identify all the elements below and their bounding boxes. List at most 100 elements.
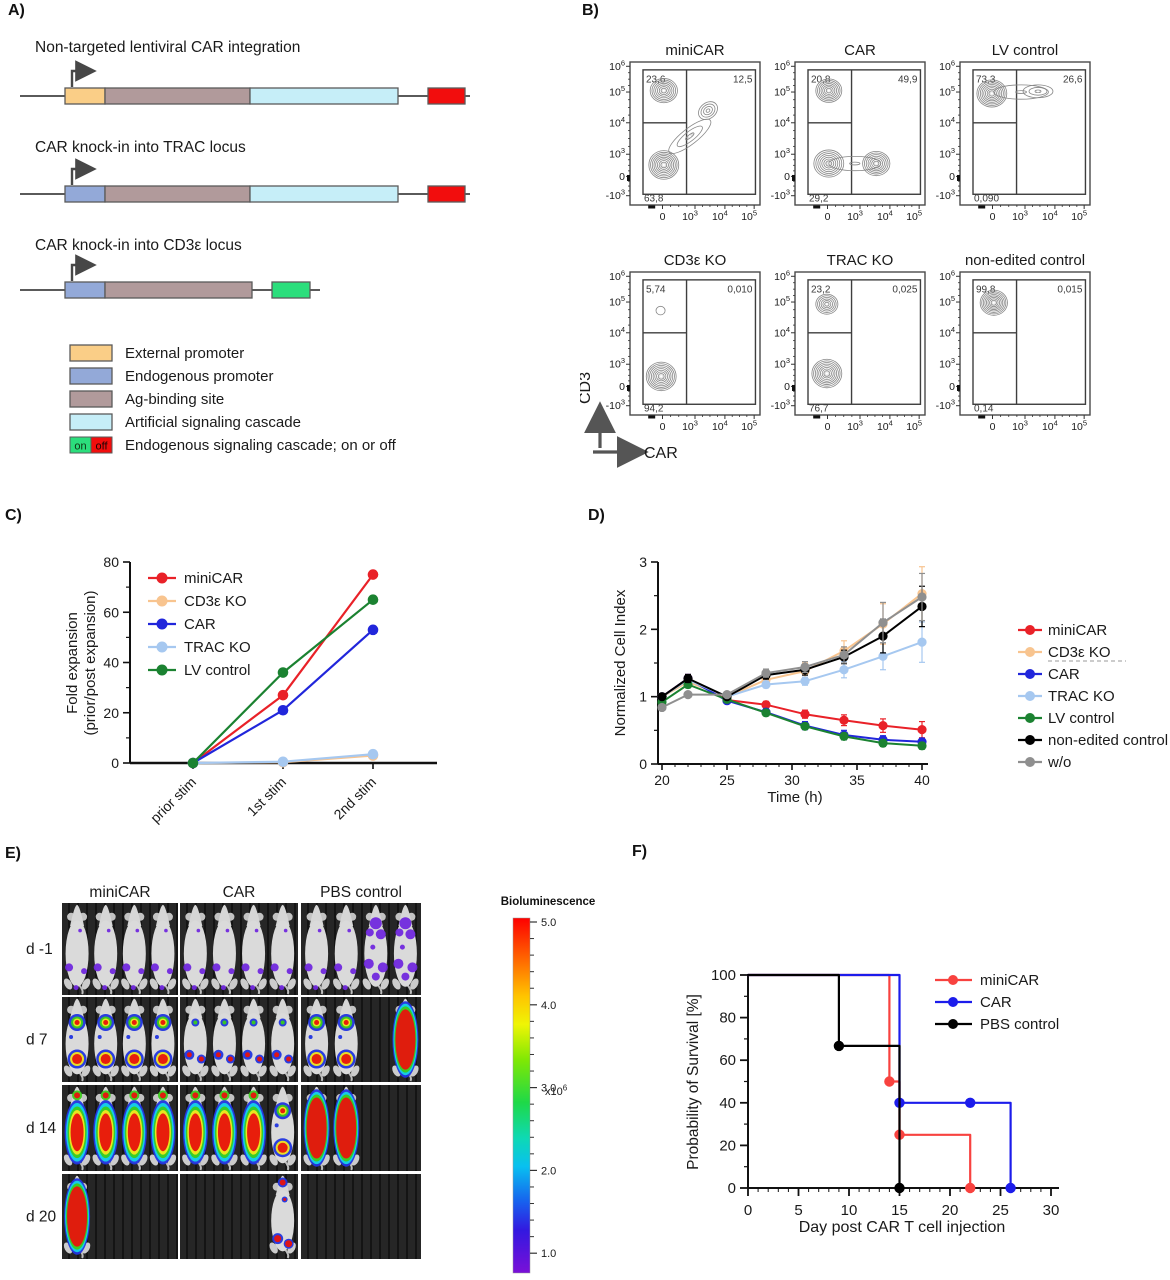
y-tick-label: 80 [719,1010,736,1027]
blob [304,963,313,972]
biolum-overlay [150,1090,176,1165]
contour-ring [817,295,837,313]
contour-ring [976,79,1008,108]
d-ylabel: Normalized Cell Index [612,589,629,736]
y-tick-label: 60 [103,604,119,620]
contour-ring [819,154,839,173]
blob [393,958,404,969]
mouse-clean [182,904,209,995]
panel-d-plot: 0 1 2 3 20 25 30 35 40 Normalized Cell Index Time … [612,554,930,806]
x-tick-label: 10 [841,1202,858,1219]
contour-ring [651,153,676,177]
legend-dot [1025,669,1035,679]
biolum-overlay [184,1018,206,1064]
blob [106,928,111,933]
flow-plot-title: CAR [844,42,876,59]
contour-ring [822,84,836,97]
blob [65,963,74,972]
legend-label: CD3ε KO [1048,644,1111,661]
flow-plot: LV control 106 105 104 103 0 -103 0 103 104 105 73,… [936,42,1091,223]
flow-x-tick-label: 0 [990,211,996,223]
flow-plot-title: TRAC KO [827,252,894,269]
y-axis-dense-mark [627,384,630,391]
contour-population [815,293,839,315]
mouse-tail [225,984,232,995]
legend-swatch-ag [69,390,113,408]
flow-x-tick-label: 0 [990,421,996,433]
quadrant-ul-value: 73,3 [976,75,996,86]
legend-label: miniCAR [1048,622,1107,639]
mouse-tail [377,984,383,995]
flow-x-axis-label: CAR [644,445,678,462]
contour-core [706,109,710,112]
blob [126,1034,131,1039]
gate-rect [807,69,922,195]
flow-y-tick-label: 105 [774,84,790,99]
y-axis-dense-mark [627,174,630,181]
y-axis-dense-mark [792,174,795,181]
blob [225,928,230,933]
y-tick-label: 0 [728,1180,736,1197]
mouse-foot [351,978,360,990]
mouse-foot [121,978,130,990]
legend-label: PBS control [980,1016,1059,1033]
gate-rect [807,279,922,405]
series-marker [367,569,379,580]
mouse-image-cell [62,903,178,995]
contour-population [815,78,843,103]
flow-x-tick-label: 0 [660,421,666,433]
mouse-clean [240,904,267,995]
construct-1: Non-targeted lentiviral CAR integration [20,39,470,105]
survival-line [746,973,901,1190]
blob [342,985,348,991]
biolum-overlay [272,1177,294,1249]
contour-ring [820,367,834,381]
quadrant-ll-value: 76,7 [809,403,829,414]
mouse-head [127,998,142,1019]
blob [156,1113,170,1152]
blob [277,1142,288,1153]
blob [399,917,412,930]
mouse-foot [63,1065,73,1077]
flow-y-tick-label: -103 [771,188,790,203]
mouse-clean [211,904,238,995]
blob [100,1054,111,1065]
blob [220,985,226,991]
e-row-label: d -1 [26,941,53,958]
legend-label: LV control [184,662,250,679]
blob [212,963,221,972]
series-marker [839,665,849,675]
biolum-overlay [65,928,88,991]
contour-ring [823,158,835,169]
legend-swatch-artificial [69,413,113,431]
d-xlabel: Time (h) [767,789,822,806]
mouse-tail [78,984,84,995]
e-col-header: PBS control [320,884,402,901]
flow-plot-title: LV control [992,42,1058,59]
biolum-overlay [212,928,235,991]
blob [283,928,288,933]
contour-ring [1015,90,1027,94]
series-marker [277,689,289,701]
flow-plot: CD3ε KO 106 105 104 103 0 -103 0 103 104 105 5,74 0,… [606,252,761,433]
x-tick-label: 20 [942,1202,959,1219]
x-tick-label: 35 [849,772,865,788]
blob [74,1020,80,1025]
x-tick-label: 15 [891,1202,908,1219]
legend-item: w/o [1018,754,1071,771]
contour-ring [978,81,1006,106]
mouse-head [246,998,261,1019]
legend-item: miniCAR [1018,622,1107,639]
series-line [661,596,923,709]
contour-population [979,289,1008,316]
contour-ring [820,298,833,310]
blob [274,1235,282,1243]
legend-on-text: on [74,441,86,453]
x-tick-label: 30 [1043,1202,1060,1219]
series-marker [878,651,888,661]
mouse-foot [139,978,148,990]
legend-dot [1025,647,1035,657]
series-marker [917,637,927,647]
blob [407,962,418,973]
series-marker [917,592,927,602]
